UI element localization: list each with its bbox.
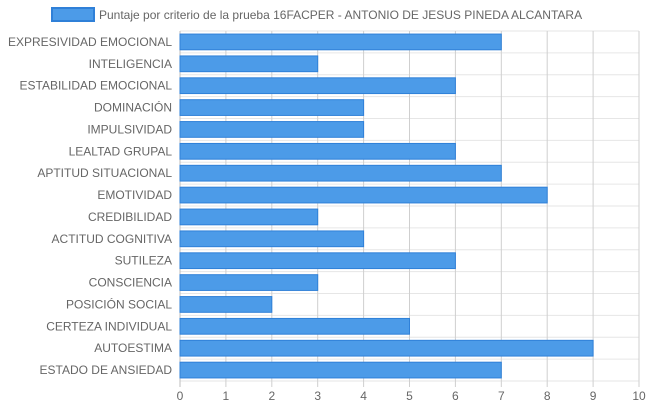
bar[interactable] <box>179 77 456 95</box>
legend[interactable]: Puntaje por criterio de la prueba 16FACP… <box>51 7 582 22</box>
y-category-label: ESTADO DE ANSIEDAD <box>40 363 173 377</box>
legend-label: Puntaje por criterio de la prueba 16FACP… <box>99 8 582 22</box>
y-category-label: CREDIBILIDAD <box>88 210 172 224</box>
bar[interactable] <box>179 33 502 51</box>
x-tick-label: 8 <box>544 389 551 403</box>
y-category-label: POSICIÓN SOCIAL <box>66 296 172 311</box>
bar[interactable] <box>179 186 548 204</box>
x-tick-label: 4 <box>360 389 367 403</box>
y-category-label: APTITUD SITUACIONAL <box>37 166 172 180</box>
y-category-label: EMOTIVIDAD <box>97 188 172 202</box>
bar[interactable] <box>179 121 365 138</box>
x-tick-label: 10 <box>632 389 646 403</box>
bar[interactable] <box>179 230 365 248</box>
x-tick-label: 5 <box>406 389 413 403</box>
y-category-label: SUTILEZA <box>115 254 172 268</box>
bar[interactable] <box>179 296 273 313</box>
y-category-label: INTELIGENCIA <box>89 57 172 71</box>
bar[interactable] <box>179 361 502 379</box>
legend-swatch <box>51 7 95 22</box>
y-category-label: CERTEZA INDIVIDUAL <box>46 319 172 333</box>
x-tick-label: 2 <box>268 389 275 403</box>
x-tick-label: 7 <box>498 389 505 403</box>
bars <box>179 33 594 379</box>
x-tick-label: 0 <box>177 389 184 403</box>
bar[interactable] <box>179 99 365 116</box>
y-category-label: LEALTAD GRUPAL <box>69 144 173 158</box>
y-category-label: ACTITUD COGNITIVA <box>52 232 172 246</box>
bar[interactable] <box>179 339 594 357</box>
y-category-label: EXPRESIVIDAD EMOCIONAL <box>8 35 172 49</box>
bar[interactable] <box>179 274 319 291</box>
bar[interactable] <box>179 317 410 335</box>
y-category-label: DOMINACIÓN <box>94 100 172 115</box>
y-category-label: IMPULSIVIDAD <box>87 122 172 136</box>
x-axis-tick-labels: 0 1 2 3 4 5 6 7 8 9 10 <box>177 389 646 403</box>
y-category-label: ESTABILIDAD EMOCIONAL <box>20 79 173 93</box>
bar[interactable] <box>179 164 502 182</box>
bar[interactable] <box>179 142 456 160</box>
bar[interactable] <box>179 208 319 226</box>
y-axis-labels: EXPRESIVIDAD EMOCIONAL INTELIGENCIA ESTABI… <box>8 35 172 377</box>
x-tick-label: 6 <box>452 389 459 403</box>
x-tick-label: 3 <box>314 389 321 403</box>
bar[interactable] <box>179 55 319 73</box>
y-category-label: CONSCIENCIA <box>89 276 172 290</box>
bar[interactable] <box>179 252 456 270</box>
x-tick-label: 1 <box>223 389 230 403</box>
y-category-label: AUTOESTIMA <box>94 341 172 355</box>
x-tick-label: 9 <box>590 389 597 403</box>
